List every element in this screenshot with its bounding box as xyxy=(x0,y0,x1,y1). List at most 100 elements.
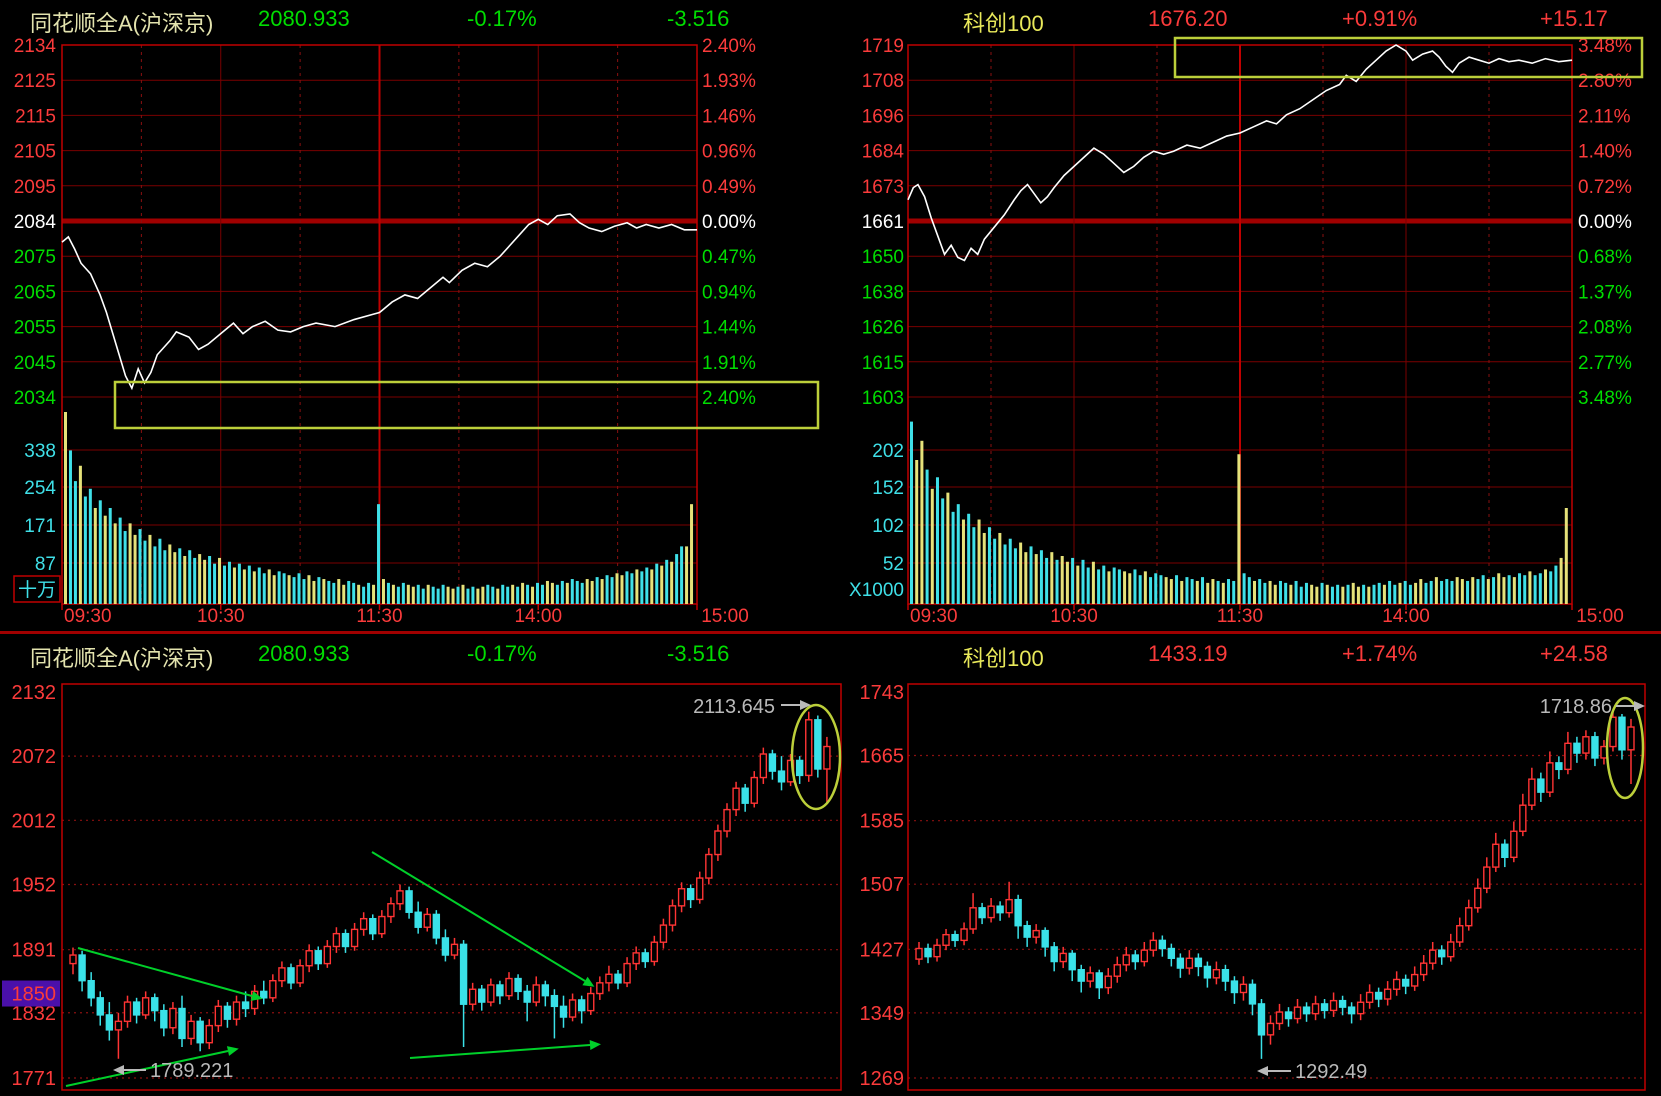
candlestick xyxy=(741,787,749,804)
volume-bar xyxy=(372,584,376,604)
volume-bar xyxy=(1351,582,1355,604)
candlestick xyxy=(114,1020,123,1031)
percent-axis-label: 2.08% xyxy=(1578,318,1632,339)
price-axis-label: 1673 xyxy=(862,177,904,198)
volume-bar xyxy=(103,515,107,604)
candlestick xyxy=(1203,965,1212,979)
candlestick xyxy=(1230,980,1239,994)
volume-bar xyxy=(941,498,945,604)
candlestick xyxy=(969,907,977,930)
price-axis-label: 2115 xyxy=(15,106,56,127)
volume-bar xyxy=(421,588,425,604)
candlestick xyxy=(187,1020,195,1040)
candlestick xyxy=(205,1024,213,1044)
high-price-label: 1718.86 xyxy=(1540,696,1612,718)
kline-axis-label: 2012 xyxy=(12,810,57,832)
volume-bar xyxy=(680,546,684,604)
volume-bar xyxy=(1549,571,1553,604)
change-amount: +15.17 xyxy=(1540,6,1608,31)
volume-bar xyxy=(1336,584,1340,604)
volume-bar xyxy=(1330,586,1334,604)
candlestick xyxy=(1483,866,1491,889)
kline-axis-label: 2132 xyxy=(12,682,57,704)
candlestick xyxy=(1447,941,1455,958)
quote-header-intraday-star100: 科创100 1676.20 +0.91% +15.17 xyxy=(0,6,1661,36)
volume-bar xyxy=(1471,577,1475,604)
candlestick xyxy=(169,1007,177,1029)
panel-divider xyxy=(0,631,1661,634)
candlestick xyxy=(1519,804,1527,832)
volume-bar xyxy=(391,584,395,604)
volume-bar xyxy=(1013,548,1017,604)
volume-bar xyxy=(377,504,381,604)
volume-bar xyxy=(227,561,231,604)
volume-bar xyxy=(1221,582,1225,604)
volume-bar xyxy=(138,529,142,604)
candlestick xyxy=(1266,1022,1275,1036)
candlestick xyxy=(1410,973,1419,987)
candlestick xyxy=(332,932,341,948)
candlestick xyxy=(132,1001,141,1016)
candlestick xyxy=(1194,957,1203,968)
volume-bar xyxy=(920,440,924,604)
candlestick xyxy=(1050,946,1058,963)
candlestick xyxy=(705,853,713,879)
candlestick xyxy=(387,903,395,918)
volume-bar xyxy=(1232,580,1236,604)
candlestick xyxy=(814,719,822,770)
high-price-label-arrow-head xyxy=(1634,701,1645,711)
volume-bar xyxy=(1398,582,1402,604)
volume-bar xyxy=(1388,580,1392,604)
candlestick xyxy=(1158,939,1167,950)
candlestick xyxy=(942,933,950,946)
candlestick xyxy=(960,928,968,942)
volume-bar xyxy=(1050,552,1054,604)
low-price-label-arrow-head xyxy=(113,1065,124,1075)
kline-plot-area[interactable] xyxy=(908,684,1645,1090)
candlestick xyxy=(260,990,268,999)
percent-axis-label: 1.46% xyxy=(702,106,756,127)
candlestick xyxy=(1546,762,1554,793)
candlestick xyxy=(523,990,531,1003)
volume-bar xyxy=(123,531,127,604)
volume-bar xyxy=(317,577,321,604)
volume-bar xyxy=(64,412,67,604)
volume-bar xyxy=(153,546,157,604)
percent-axis-label: 2.77% xyxy=(1578,353,1632,374)
candlestick xyxy=(487,984,495,1003)
volume-bar xyxy=(1284,582,1288,604)
volume-bar xyxy=(133,534,137,604)
volume-bar xyxy=(302,579,306,604)
candlestick xyxy=(350,928,359,948)
candlestick xyxy=(123,1001,132,1023)
volume-bar xyxy=(1164,577,1168,604)
volume-bar xyxy=(1320,582,1324,604)
candlestick xyxy=(577,999,586,1012)
volume-bar xyxy=(1315,586,1319,604)
volume-bar xyxy=(143,540,147,604)
volume-bar xyxy=(600,579,604,604)
volume-bar xyxy=(1133,569,1137,604)
candlestick xyxy=(1438,949,1446,958)
trend-line-head xyxy=(582,976,595,987)
volume-bar xyxy=(1356,586,1360,604)
volume-bar xyxy=(471,586,475,604)
candlestick xyxy=(951,933,959,942)
volume-bar xyxy=(322,579,326,604)
volume-bar xyxy=(998,532,1002,604)
quote-header-kline-star100: 科创100 1433.19 +1.74% +24.58 xyxy=(0,641,1661,671)
candlestick xyxy=(269,979,277,999)
candlestick xyxy=(1419,962,1428,976)
candlestick xyxy=(1257,1003,1266,1036)
volume-bar xyxy=(188,550,192,604)
volume-bar xyxy=(1055,559,1059,604)
volume-bar xyxy=(1019,542,1023,604)
volume-bar xyxy=(1554,565,1558,604)
candlestick xyxy=(468,988,477,1005)
volume-bar xyxy=(496,588,500,604)
volume-bar xyxy=(1346,584,1350,604)
volume-bar xyxy=(476,588,480,604)
volume-bar xyxy=(685,546,689,604)
volume-bar xyxy=(972,527,976,604)
